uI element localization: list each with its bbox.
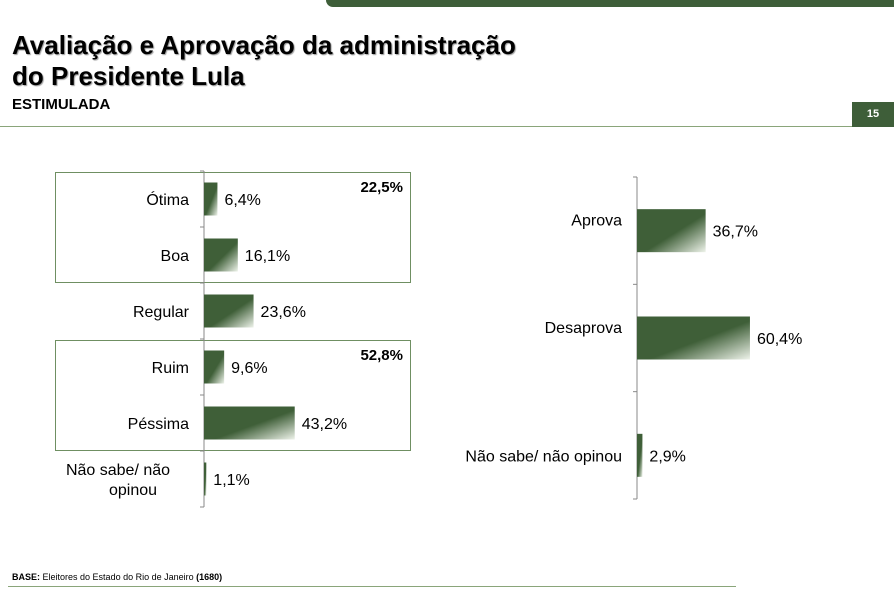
group-box-1	[55, 172, 411, 283]
data-label-nao-sabe-nao-opinou: 2,9%	[649, 448, 685, 465]
group-box-2	[55, 340, 411, 451]
category-label-ruim: Ruim	[152, 360, 189, 377]
data-label-desaprova: 60,4%	[757, 331, 802, 348]
data-label-pessima: 43,2%	[302, 416, 347, 433]
category-label-nao-sabe-nao-opinou: Não sabe/ não opinou	[465, 448, 622, 465]
bar-nao-sabe-nao-opinou	[204, 462, 207, 496]
category-label-nao-sabe-nao-opinou-line-1: Não sabe/ não	[66, 462, 170, 479]
bar-aprova	[637, 209, 706, 253]
category-label-aprova: Aprova	[571, 213, 622, 230]
page-title: Avaliação e Aprovação da administração d…	[12, 30, 516, 92]
category-label-pessima: Péssima	[128, 416, 189, 433]
bar-otima	[204, 182, 218, 216]
category-label-nao-sabe-nao-opinou-line-2: opinou	[109, 482, 157, 499]
data-label-ruim: 9,6%	[231, 360, 267, 377]
category-label-otima: Ótima	[146, 190, 189, 209]
bar-pessima	[204, 406, 295, 440]
page-subtitle: ESTIMULADA	[12, 96, 111, 113]
bar-nao-sabe-nao-opinou	[637, 433, 643, 477]
category-label-regular: Regular	[133, 304, 190, 321]
footer-base-text: Eleitores do Estado do Rio de Janeiro	[42, 572, 194, 582]
data-label-regular: 23,6%	[261, 304, 306, 321]
top-accent-bar	[326, 0, 894, 7]
header-divider	[0, 126, 852, 127]
footer-sample-size: (1680)	[196, 572, 223, 582]
bar-ruim	[204, 350, 225, 384]
bar-desaprova	[637, 316, 750, 360]
category-label-desaprova: Desaprova	[545, 320, 622, 337]
footer-divider	[8, 586, 736, 587]
data-label-otima: 6,4%	[224, 192, 260, 209]
bar-boa	[204, 238, 238, 272]
data-label-boa: 16,1%	[245, 248, 290, 265]
page-number-badge: 15	[852, 102, 894, 127]
page-title-line-1: Avaliação e Aprovação da administração	[12, 30, 516, 60]
data-label-nao-sabe-nao-opinou: 1,1%	[213, 472, 249, 489]
group-total-label-2: 52,8%	[360, 347, 403, 364]
group-total-label-1: 22,5%	[360, 179, 403, 196]
footer-base-label: BASE:	[12, 572, 41, 582]
bar-regular	[204, 294, 254, 328]
page-title-line-2: do Presidente Lula	[12, 61, 245, 91]
footer-base-note: BASE: Eleitores do Estado do Rio de Jane…	[12, 572, 222, 583]
data-label-aprova: 36,7%	[713, 224, 758, 241]
category-label-boa: Boa	[161, 248, 190, 265]
